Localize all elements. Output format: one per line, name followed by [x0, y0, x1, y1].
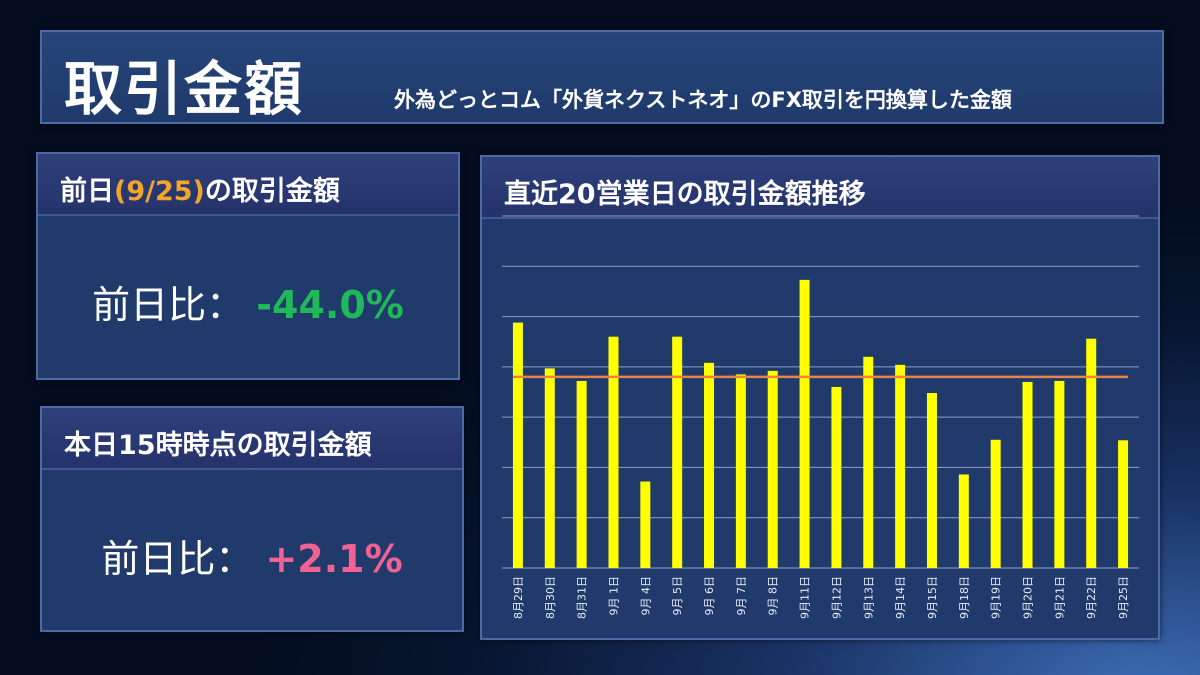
- x-tick-label: 9月21日: [1053, 576, 1066, 619]
- x-tick-label: 9月18日: [958, 576, 971, 619]
- bar: [863, 356, 874, 568]
- previous-day-panel: 前日(9/25)の取引金額 前日比： -44.0%: [36, 152, 460, 380]
- bar: [958, 474, 969, 568]
- x-tick-label: 9月 6日: [703, 576, 716, 616]
- bar: [831, 386, 842, 568]
- x-tick-label: 9月22日: [1085, 576, 1098, 619]
- x-tick-label: 9月25日: [1117, 576, 1130, 619]
- previous-day-title-date: (9/25): [114, 176, 205, 207]
- bar: [704, 362, 715, 568]
- header-panel: 取引金額 外為どっとコム「外貨ネクストネオ」のFX取引を円換算した金額: [40, 30, 1164, 124]
- x-tick-label: 8月29日: [512, 576, 525, 619]
- bar: [990, 439, 1001, 568]
- bar: [1086, 338, 1097, 568]
- bar: [576, 380, 587, 568]
- bar: [1118, 440, 1129, 568]
- x-tick-label: 9月19日: [990, 576, 1003, 619]
- bar: [544, 368, 555, 568]
- bar: [799, 279, 810, 568]
- previous-day-title-suffix: の取引金額: [204, 176, 340, 207]
- page-title: 取引金額: [64, 55, 305, 123]
- bar: [735, 374, 746, 568]
- x-tick-label: 9月12日: [830, 576, 843, 619]
- x-tick-label: 9月14日: [894, 576, 907, 619]
- chart-panel: 直近20営業日の取引金額推移 8月29日 8月30日 8月31日 9月 1日 9月 4日…: [480, 155, 1160, 640]
- x-tick-label: 9月13日: [862, 576, 875, 619]
- previous-day-title-prefix: 前日: [60, 176, 114, 207]
- x-tick-label: 9月20日: [1022, 576, 1035, 619]
- bar: [1022, 381, 1033, 568]
- x-tick-label: 9月 8日: [767, 576, 780, 616]
- bar: [640, 481, 651, 568]
- today-title: 本日15時時点の取引金額: [42, 408, 462, 470]
- today-label: 前日比：: [101, 537, 254, 581]
- x-tick-label: 9月 5日: [671, 576, 684, 616]
- x-tick-label: 8月31日: [576, 576, 589, 619]
- x-tick-label: 8月30日: [544, 576, 557, 619]
- x-tick-label: 9月 7日: [735, 576, 748, 616]
- previous-day-value: -44.0%: [256, 283, 404, 327]
- x-tick-label: 9月 4日: [639, 576, 652, 616]
- bar: [512, 322, 523, 568]
- bar: [672, 336, 683, 568]
- bar-chart: 8月29日 8月30日 8月31日 9月 1日 9月 4日 9月 5日 9月 6日 9月 7日…: [502, 215, 1139, 619]
- x-tick-label: 9月15日: [926, 576, 939, 619]
- x-tick-label: 9月11日: [799, 576, 812, 619]
- bar: [1054, 380, 1065, 568]
- bar: [926, 393, 937, 568]
- today-value: +2.1%: [265, 537, 403, 581]
- chart-panel-title: 直近20営業日の取引金額推移: [482, 157, 1158, 219]
- x-tick-label: 9月 1日: [607, 576, 620, 616]
- previous-day-stat: 前日比： -44.0%: [38, 274, 458, 329]
- previous-day-title: 前日(9/25)の取引金額: [38, 154, 458, 216]
- bar: [767, 370, 778, 568]
- today-panel: 本日15時時点の取引金額 前日比： +2.1%: [40, 406, 464, 632]
- previous-day-label: 前日比：: [92, 283, 245, 327]
- bar: [895, 364, 906, 568]
- today-stat: 前日比： +2.1%: [42, 528, 462, 583]
- page-subtitle: 外為どっとコム「外貨ネクストネオ」のFX取引を円換算した金額: [394, 88, 1012, 112]
- bar: [608, 336, 619, 568]
